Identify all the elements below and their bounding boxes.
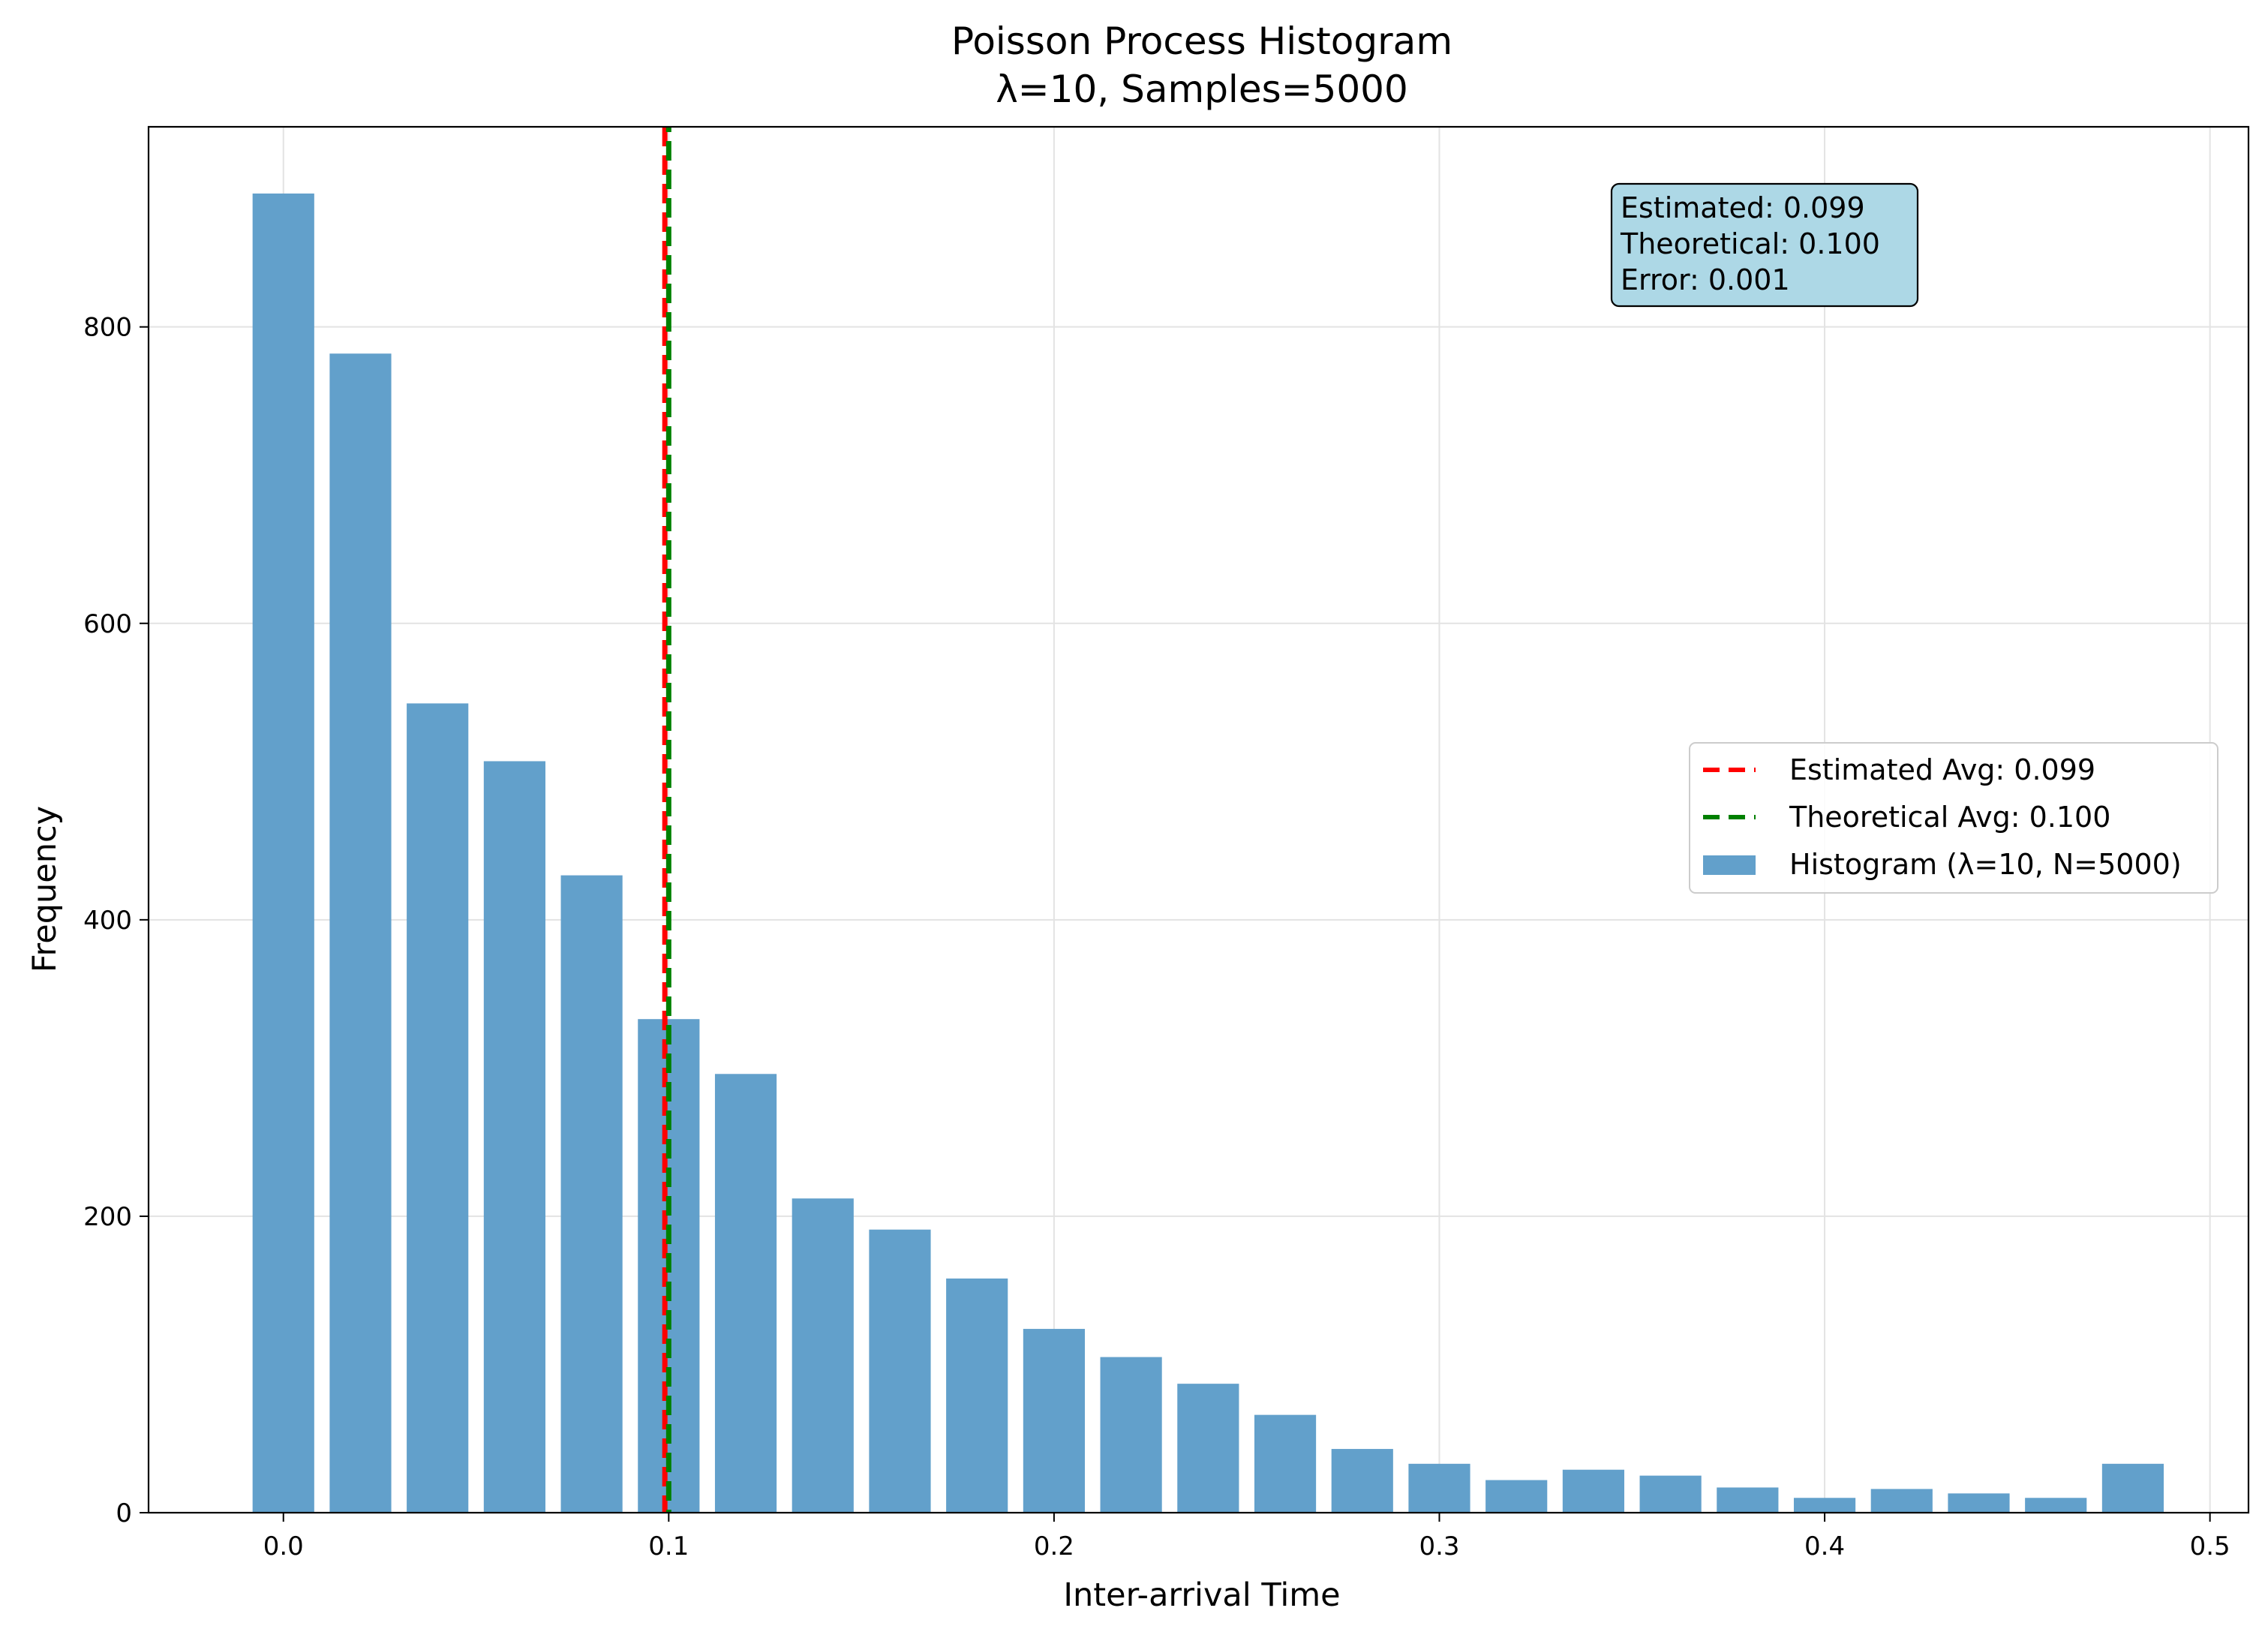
legend-histogram-swatch xyxy=(1703,855,1756,875)
legend: Estimated Avg: 0.099 Theoretical Avg: 0.… xyxy=(1689,742,2218,894)
histogram-bar xyxy=(329,353,392,1513)
chart-subtitle: λ=10, Samples=5000 xyxy=(996,68,1408,111)
y-tick-label: 600 xyxy=(83,609,132,639)
histogram-bar xyxy=(946,1278,1008,1513)
y-axis-label: Frequency xyxy=(26,806,64,972)
stats-estimated: Estimated: 0.099 xyxy=(1621,191,1865,224)
histogram-bars xyxy=(252,193,2164,1513)
x-tick-label: 0.0 xyxy=(263,1531,304,1561)
histogram-bar xyxy=(1717,1487,1779,1513)
histogram-bar xyxy=(1254,1414,1317,1513)
histogram-bar xyxy=(483,761,545,1513)
average-lines xyxy=(662,127,671,1513)
histogram-bar xyxy=(714,1074,777,1513)
y-tick-label: 0 xyxy=(116,1498,132,1528)
x-tick-label: 0.1 xyxy=(648,1531,689,1561)
x-tick-label: 0.3 xyxy=(1419,1531,1459,1561)
y-tick-label: 200 xyxy=(83,1202,132,1232)
legend-theoretical-label: Theoretical Avg: 0.100 xyxy=(1789,801,2110,834)
histogram-bar xyxy=(1177,1384,1239,1513)
histogram-bar xyxy=(1331,1449,1393,1513)
stats-theoretical: Theoretical: 0.100 xyxy=(1620,227,1880,260)
legend-estimated-label: Estimated Avg: 0.099 xyxy=(1789,753,2095,786)
histogram-bar xyxy=(2025,1498,2087,1513)
histogram-bar xyxy=(792,1198,854,1513)
histogram-bar xyxy=(1562,1469,1625,1513)
x-tick-label: 0.5 xyxy=(2190,1531,2230,1561)
stats-annotation-box xyxy=(1610,182,1919,308)
histogram-bar xyxy=(869,1229,931,1513)
axes-frame xyxy=(147,125,2250,1514)
x-tick-label: 0.4 xyxy=(1804,1531,1845,1561)
histogram-bar xyxy=(407,703,469,1513)
y-axis-ticks: 0 200 400 600 800 xyxy=(83,313,149,1528)
y-tick-label: 800 xyxy=(83,313,132,343)
histogram-bar xyxy=(1023,1329,1085,1513)
chart-title: Poisson Process Histogram xyxy=(951,20,1452,63)
x-tick-label: 0.2 xyxy=(1034,1531,1074,1561)
histogram-bar xyxy=(2101,1463,2164,1513)
histogram-bar xyxy=(252,193,314,1513)
histogram-bar xyxy=(1870,1489,1933,1513)
histogram-bar xyxy=(1793,1498,1856,1513)
histogram-bar xyxy=(1100,1357,1162,1513)
legend-box xyxy=(1689,742,2218,894)
stats-annotation: Estimated: 0.099 Theoretical: 0.100 Erro… xyxy=(1610,182,1919,308)
histogram-bar xyxy=(560,875,623,1513)
stats-error: Error: 0.001 xyxy=(1621,263,1790,296)
histogram-bar xyxy=(1408,1463,1470,1513)
x-axis-label: Inter-arrival Time xyxy=(1063,1576,1340,1614)
histogram-bar xyxy=(1948,1493,2010,1513)
histogram-bar xyxy=(1485,1480,1548,1513)
y-tick-label: 400 xyxy=(83,906,132,936)
legend-histogram-label: Histogram (λ=10, N=5000) xyxy=(1789,848,2182,881)
x-axis-ticks: 0.0 0.1 0.2 0.3 0.4 0.5 xyxy=(263,1513,2230,1561)
histogram-bar xyxy=(1639,1475,1702,1513)
